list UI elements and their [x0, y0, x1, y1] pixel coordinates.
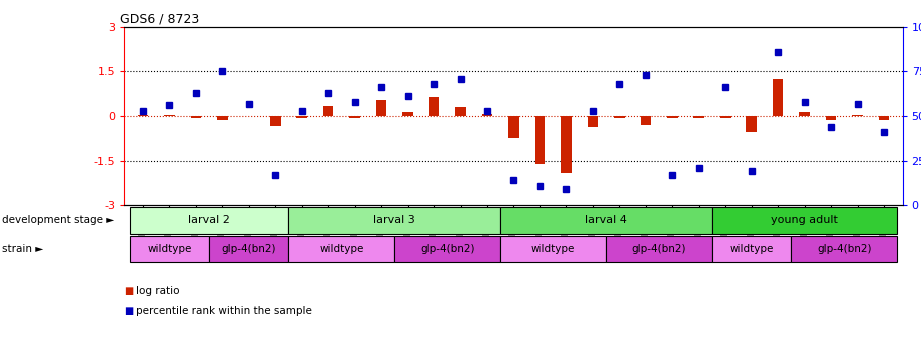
Bar — [164, 115, 175, 116]
Bar — [588, 116, 598, 127]
Bar — [720, 116, 730, 117]
Bar — [799, 112, 810, 116]
Bar — [500, 207, 712, 234]
Bar — [879, 116, 890, 120]
Bar — [349, 116, 360, 117]
Bar — [712, 207, 897, 234]
Bar — [429, 97, 439, 116]
Bar — [288, 236, 394, 262]
Bar — [667, 116, 678, 117]
Text: larval 4: larval 4 — [585, 215, 627, 226]
Text: wildtype: wildtype — [147, 244, 192, 254]
Bar — [297, 116, 307, 117]
Bar — [773, 79, 784, 116]
Bar — [209, 236, 288, 262]
Bar — [191, 116, 201, 117]
Bar — [561, 116, 572, 172]
Text: young adult: young adult — [771, 215, 838, 226]
Text: ■: ■ — [124, 306, 134, 316]
Text: larval 2: larval 2 — [188, 215, 230, 226]
Text: wildtype: wildtype — [531, 244, 576, 254]
Bar — [394, 236, 500, 262]
Text: log ratio: log ratio — [136, 286, 180, 296]
Bar — [500, 236, 606, 262]
Bar — [852, 115, 863, 116]
Bar — [508, 116, 519, 138]
Text: wildtype: wildtype — [320, 244, 364, 254]
Bar — [640, 116, 651, 125]
Bar — [217, 116, 227, 120]
Bar — [137, 115, 148, 116]
Bar — [130, 236, 209, 262]
Text: larval 3: larval 3 — [373, 215, 415, 226]
Text: development stage ►: development stage ► — [2, 215, 114, 226]
Bar — [402, 112, 413, 116]
Text: glp-4(bn2): glp-4(bn2) — [817, 244, 871, 254]
Bar — [270, 116, 281, 126]
Bar — [455, 106, 466, 116]
Text: GDS6 / 8723: GDS6 / 8723 — [121, 12, 200, 26]
Bar — [130, 207, 288, 234]
Bar — [606, 236, 712, 262]
Text: glp-4(bn2): glp-4(bn2) — [221, 244, 276, 254]
Bar — [288, 207, 500, 234]
Bar — [482, 114, 493, 116]
Text: percentile rank within the sample: percentile rank within the sample — [136, 306, 312, 316]
Bar — [694, 116, 704, 117]
Bar — [534, 116, 545, 164]
Text: wildtype: wildtype — [729, 244, 774, 254]
Text: strain ►: strain ► — [2, 244, 43, 254]
Bar — [614, 116, 624, 117]
Bar — [826, 116, 836, 120]
Bar — [791, 236, 897, 262]
Text: glp-4(bn2): glp-4(bn2) — [420, 244, 474, 254]
Text: ■: ■ — [124, 286, 134, 296]
Text: glp-4(bn2): glp-4(bn2) — [632, 244, 686, 254]
Bar — [746, 116, 757, 132]
Bar — [376, 100, 387, 116]
Bar — [712, 236, 791, 262]
Bar — [323, 106, 333, 116]
